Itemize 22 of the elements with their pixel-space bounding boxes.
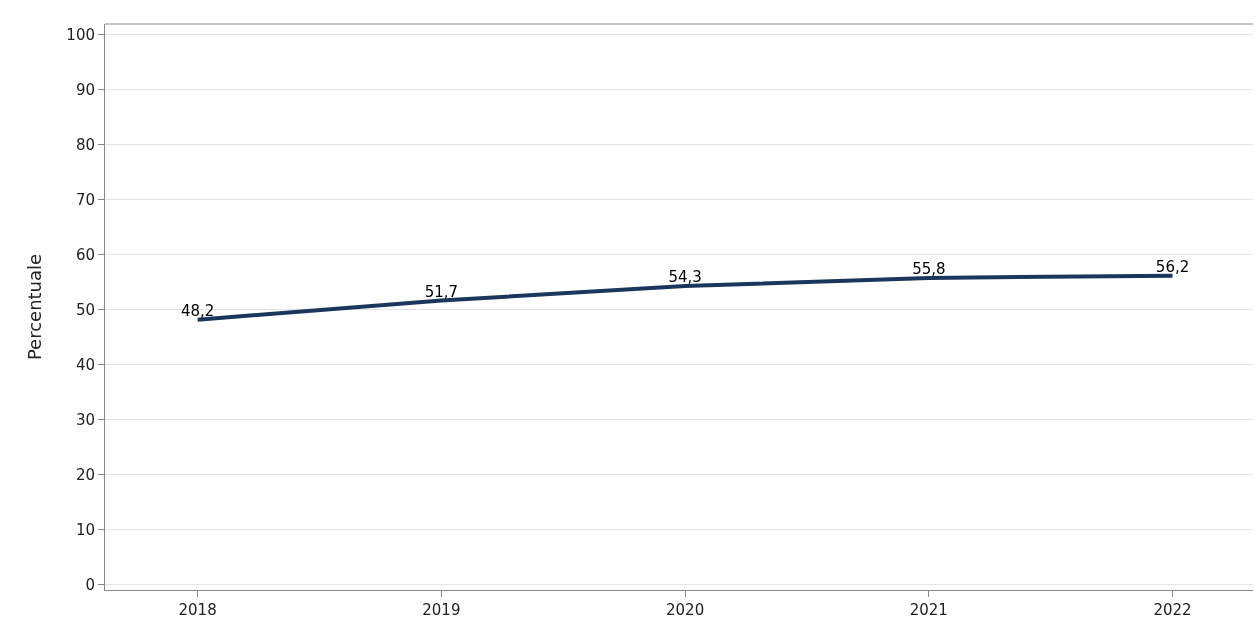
y-tick-label: 10 (75, 520, 95, 539)
data-label: 54,3 (668, 268, 702, 287)
x-tick-label: 2019 (422, 601, 461, 619)
y-tick-label: 40 (75, 355, 95, 374)
y-tick-label: 60 (75, 246, 95, 265)
data-label: 48,2 (180, 301, 215, 320)
x-tick-label: 2021 (909, 601, 948, 619)
y-tick-label: 80 (75, 136, 95, 155)
y-tick-label: 90 (75, 81, 95, 100)
y-axis-title: Percentuale (23, 253, 45, 361)
y-tick-label: 50 (75, 301, 95, 319)
data-label: 55,8 (912, 260, 946, 279)
y-tick-label: 20 (75, 465, 95, 484)
x-tick-label: 2018 (178, 601, 217, 619)
y-tick-label: 70 (75, 191, 95, 210)
y-tick-label: 0 (85, 575, 95, 594)
data-label: 56,2 (1155, 257, 1190, 276)
y-tick-label: 100 (66, 26, 95, 45)
data-label: 51,7 (424, 282, 459, 301)
x-tick-label: 2020 (666, 601, 705, 619)
x-tick-label: 2022 (1153, 601, 1192, 619)
y-tick-label: 30 (75, 410, 95, 429)
